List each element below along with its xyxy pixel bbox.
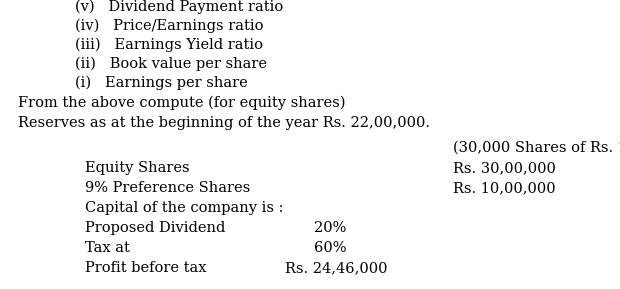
Text: (30,000 Shares of Rs. 100 each): (30,000 Shares of Rs. 100 each) <box>453 141 620 155</box>
Text: Rs. 10,00,000: Rs. 10,00,000 <box>453 181 556 195</box>
Text: Proposed Dividend: Proposed Dividend <box>85 221 226 235</box>
Text: Tax at: Tax at <box>85 241 130 255</box>
Text: 20%: 20% <box>314 221 347 235</box>
Text: 9% Preference Shares: 9% Preference Shares <box>85 181 250 195</box>
Text: Equity Shares: Equity Shares <box>85 161 190 175</box>
Text: (iii)   Earnings Yield ratio: (iii) Earnings Yield ratio <box>75 38 263 52</box>
Text: (i)   Earnings per share: (i) Earnings per share <box>75 76 248 90</box>
Text: From the above compute (for equity shares): From the above compute (for equity share… <box>18 96 345 110</box>
Text: 60%: 60% <box>314 241 347 255</box>
Text: Reserves as at the beginning of the year Rs. 22,00,000.: Reserves as at the beginning of the year… <box>18 116 430 130</box>
Text: Rs. 24,46,000: Rs. 24,46,000 <box>285 261 388 275</box>
Text: (iv)   Price/Earnings ratio: (iv) Price/Earnings ratio <box>75 18 264 33</box>
Text: (ii)   Book value per share: (ii) Book value per share <box>75 57 267 71</box>
Text: (v)   Dividend Payment ratio: (v) Dividend Payment ratio <box>75 0 283 14</box>
Text: Rs. 30,00,000: Rs. 30,00,000 <box>453 161 556 175</box>
Text: Profit before tax: Profit before tax <box>85 261 206 275</box>
Text: Capital of the company is :: Capital of the company is : <box>85 201 283 215</box>
